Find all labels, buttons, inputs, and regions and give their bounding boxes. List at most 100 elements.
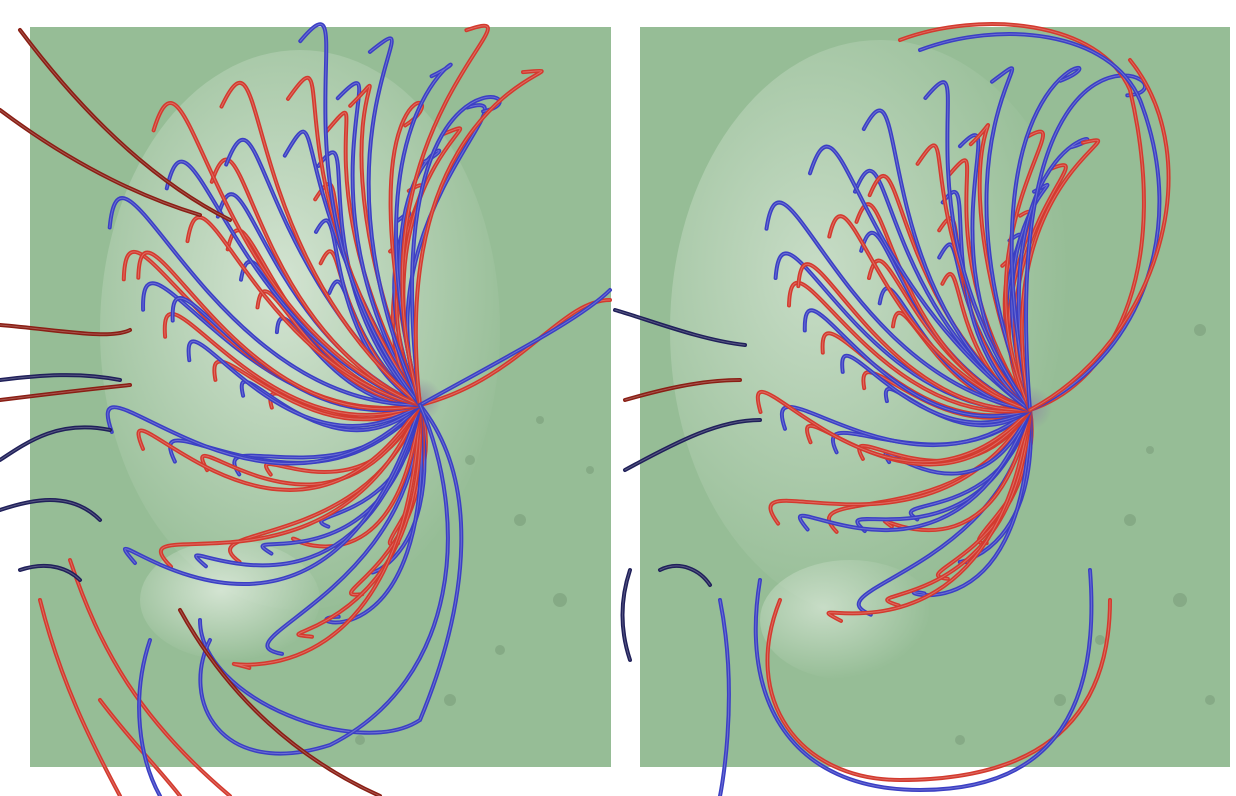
right-field-line-23 xyxy=(802,308,1032,419)
left-extra-line-5 xyxy=(18,28,232,222)
right-extra-line-1-sheen xyxy=(919,33,1160,411)
left-extra-line-1-sheen xyxy=(419,289,611,406)
left-field-line-45 xyxy=(405,103,487,407)
left-extra-line-7 xyxy=(0,373,122,382)
left-field-line-22-sheen xyxy=(213,360,421,420)
left-high-field-line-15-sheen xyxy=(401,25,489,406)
left-extra-line-16-sheen xyxy=(19,565,81,581)
left-high-field-line-9-sheen xyxy=(287,77,421,406)
right-extra-line-5-sheen xyxy=(624,419,761,471)
right-high-field-line-13 xyxy=(1024,73,1147,412)
left-high-field-line-17 xyxy=(413,68,544,407)
left-field-line-45-sheen xyxy=(407,104,486,406)
left-field-line-12 xyxy=(158,403,422,569)
left-field-line-32 xyxy=(209,157,422,407)
right-field-line-3 xyxy=(911,408,1032,598)
right-field-line-6-sheen xyxy=(828,409,1031,622)
left-high-field-line-2 xyxy=(107,196,422,408)
left-extra-line-8-sheen xyxy=(0,384,131,401)
right-field-line-23-sheen xyxy=(804,309,1031,417)
left-high-field-line-10-sheen xyxy=(299,23,421,406)
left-extra-line-2-sheen xyxy=(199,404,462,734)
left-extra-line-11 xyxy=(38,598,122,796)
left-extra-line-6 xyxy=(0,323,132,337)
left-field-line-22 xyxy=(212,359,422,422)
left-extra-line-4-sheen xyxy=(0,109,201,216)
left-extra-line-1 xyxy=(418,288,612,407)
right-extra-line-10-sheen xyxy=(659,565,711,586)
left-field-line-6-sheen xyxy=(233,404,421,669)
left-extra-line-3 xyxy=(198,403,450,756)
right-high-field-line-2 xyxy=(827,214,1032,412)
left-high-field-line-2-sheen xyxy=(109,197,421,406)
right-field-line-42 xyxy=(1013,163,1068,412)
right-high-field-line-9-sheen xyxy=(986,67,1031,411)
left-field-line-24 xyxy=(162,311,422,417)
left-high-field-line-5-sheen xyxy=(153,102,421,406)
right-extra-line-4-sheen xyxy=(624,379,741,401)
left-high-field-line-1-sheen xyxy=(137,252,421,410)
left-field-line-18 xyxy=(136,403,422,492)
right-high-field-line-11-sheen xyxy=(1011,67,1080,411)
left-high-field-line-9 xyxy=(286,75,422,407)
right-field-line-18-sheen xyxy=(757,391,1031,463)
right-field-line-35 xyxy=(940,190,1032,412)
right-extra-line-10 xyxy=(658,564,712,587)
left-high-field-line-1 xyxy=(136,250,422,411)
right-high-field-line-3-sheen xyxy=(809,146,1031,411)
left-extra-line-10 xyxy=(0,498,102,522)
right-high-field-line-5-sheen xyxy=(863,110,1031,411)
right-extra-line-7 xyxy=(718,598,731,796)
left-field-line-24-sheen xyxy=(164,313,421,416)
right-field-line-24 xyxy=(787,280,1032,414)
right-high-field-line-7 xyxy=(923,80,1032,412)
left-field-line-32-sheen xyxy=(211,159,421,406)
right-field-line-42-sheen xyxy=(1014,164,1067,411)
left-extra-line-12-sheen xyxy=(69,559,231,796)
right-field-line-4-sheen xyxy=(886,409,1031,606)
right-high-field-line-11 xyxy=(1009,65,1082,412)
left-field-line-13 xyxy=(122,403,422,586)
right-extra-line-4 xyxy=(623,378,742,402)
right-high-field-line-10-sheen xyxy=(1005,131,1044,411)
right-high-field-line-0-sheen xyxy=(797,263,1031,411)
left-field-line-4-sheen xyxy=(298,404,421,638)
left-extra-line-9-sheen xyxy=(0,426,111,461)
left-extra-line-10-sheen xyxy=(0,499,101,521)
left-panel xyxy=(0,22,612,796)
left-field-line-6 xyxy=(231,403,422,670)
left-high-field-line-7 xyxy=(219,80,422,407)
right-high-field-line-13-sheen xyxy=(1025,74,1146,411)
right-high-field-line-10 xyxy=(1003,129,1045,412)
right-high-field-line-1 xyxy=(764,200,1032,412)
left-field-line-18-sheen xyxy=(138,404,421,491)
right-field-line-13-sheen xyxy=(884,409,1031,475)
right-field-lines xyxy=(613,22,1171,796)
right-extra-line-2 xyxy=(1028,58,1171,412)
left-high-field-line-7-sheen xyxy=(221,82,421,406)
right-extra-line-7-sheen xyxy=(719,599,730,796)
right-field-line-17 xyxy=(779,404,1032,447)
right-extra-line-9 xyxy=(753,568,1094,793)
right-high-field-line-12 xyxy=(1019,138,1101,412)
right-field-line-3-sheen xyxy=(913,409,1031,596)
left-high-field-line-17-sheen xyxy=(415,70,543,406)
left-extra-line-5-sheen xyxy=(19,29,231,221)
left-field-line-37 xyxy=(316,150,422,407)
left-extra-line-9 xyxy=(0,425,112,462)
left-dark-speckles xyxy=(355,416,594,745)
right-field-line-13 xyxy=(883,408,1032,476)
right-field-line-1 xyxy=(957,408,1033,565)
right-dark-speckles xyxy=(955,324,1215,745)
left-field-line-12-sheen xyxy=(160,404,421,568)
right-field-line-35-sheen xyxy=(942,191,1031,411)
left-extra-line-2 xyxy=(198,403,464,735)
right-high-field-line-12-sheen xyxy=(1021,139,1099,411)
right-panel xyxy=(613,22,1230,796)
left-plage-lower xyxy=(140,540,320,660)
left-extra-line-14 xyxy=(137,638,162,796)
left-field-line-5-sheen xyxy=(266,404,421,655)
right-extra-line-6-sheen xyxy=(622,569,631,661)
left-field-line-4 xyxy=(296,403,423,639)
